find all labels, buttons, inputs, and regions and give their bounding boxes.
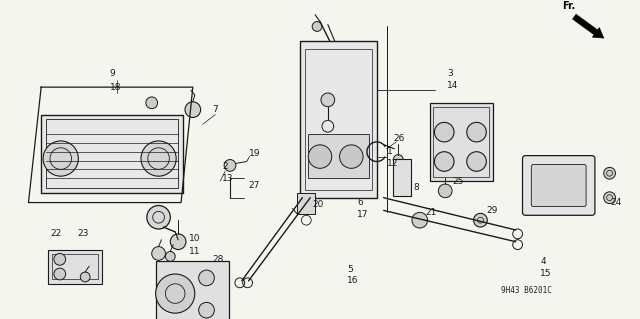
Text: 9: 9: [109, 69, 115, 78]
FancyBboxPatch shape: [531, 164, 586, 206]
Text: Fr.: Fr.: [563, 1, 576, 11]
Circle shape: [165, 251, 175, 261]
Circle shape: [604, 167, 616, 179]
Bar: [48, 249, 102, 284]
Circle shape: [141, 141, 176, 176]
FancyArrow shape: [573, 14, 604, 38]
Text: 18: 18: [109, 83, 121, 92]
Text: 6: 6: [357, 198, 363, 207]
Circle shape: [198, 270, 214, 286]
Text: 3: 3: [447, 69, 453, 78]
Circle shape: [146, 97, 157, 109]
Circle shape: [412, 212, 428, 228]
Circle shape: [604, 192, 616, 204]
Circle shape: [467, 152, 486, 171]
Circle shape: [340, 145, 363, 168]
FancyBboxPatch shape: [522, 156, 595, 215]
Circle shape: [435, 122, 454, 142]
Bar: [46, 119, 178, 188]
Circle shape: [152, 247, 165, 260]
Bar: [308, 134, 369, 178]
Bar: [433, 107, 489, 177]
Circle shape: [224, 160, 236, 171]
Circle shape: [80, 272, 90, 282]
Bar: [300, 41, 377, 198]
Circle shape: [147, 205, 170, 229]
Text: 24: 24: [611, 198, 622, 207]
Circle shape: [54, 268, 66, 280]
Circle shape: [54, 254, 66, 265]
Text: 27: 27: [248, 182, 260, 190]
Text: 23: 23: [77, 229, 89, 238]
Text: 10: 10: [189, 234, 200, 243]
Circle shape: [308, 145, 332, 168]
Text: 21: 21: [426, 208, 437, 217]
Text: 13: 13: [222, 174, 234, 182]
Circle shape: [435, 152, 454, 171]
Bar: [429, 103, 493, 181]
Text: 1: 1: [387, 147, 392, 156]
Circle shape: [312, 22, 322, 31]
Text: 28: 28: [212, 255, 224, 264]
Circle shape: [185, 102, 201, 117]
Text: 4: 4: [540, 257, 546, 266]
Circle shape: [198, 302, 214, 318]
Text: 5: 5: [348, 264, 353, 274]
Circle shape: [467, 122, 486, 142]
Text: 9H43 B6201C: 9H43 B6201C: [501, 286, 552, 295]
Text: 11: 11: [189, 247, 200, 256]
Text: 8: 8: [413, 183, 419, 192]
Text: 20: 20: [312, 200, 324, 209]
Bar: [298, 193, 315, 214]
Text: 12: 12: [387, 159, 398, 168]
Circle shape: [474, 213, 487, 227]
Circle shape: [321, 93, 335, 107]
Bar: [305, 49, 372, 190]
Bar: [156, 261, 229, 319]
Text: 7: 7: [212, 105, 218, 114]
Text: 22: 22: [50, 229, 61, 238]
Circle shape: [394, 155, 403, 164]
Circle shape: [438, 184, 452, 198]
Bar: [41, 115, 183, 193]
Circle shape: [156, 274, 195, 313]
Circle shape: [43, 141, 78, 176]
Circle shape: [170, 234, 186, 249]
Text: 26: 26: [394, 135, 404, 144]
Bar: [394, 159, 411, 196]
Text: 17: 17: [357, 210, 369, 219]
Text: 15: 15: [540, 270, 552, 278]
Text: 25: 25: [452, 176, 463, 186]
Text: 14: 14: [447, 81, 458, 90]
Bar: [52, 255, 98, 279]
Text: 29: 29: [486, 206, 498, 215]
Text: 2: 2: [222, 162, 228, 171]
Text: 16: 16: [348, 276, 359, 286]
Text: 19: 19: [248, 149, 260, 158]
